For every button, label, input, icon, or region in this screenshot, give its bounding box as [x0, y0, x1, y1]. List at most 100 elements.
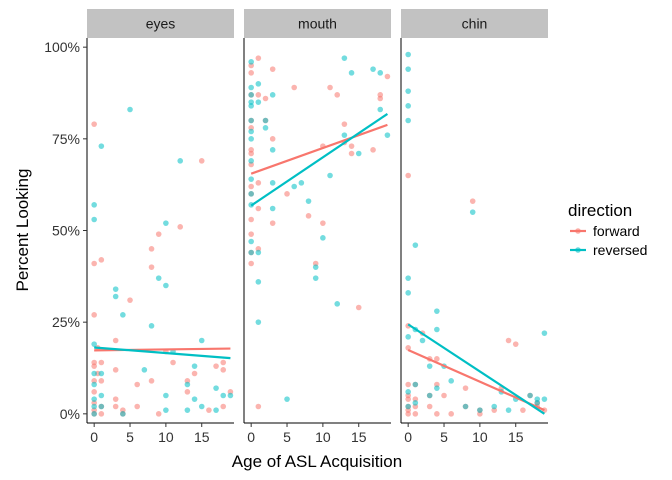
- data-point-reversed: [434, 385, 440, 391]
- data-point-forward: [213, 363, 219, 369]
- data-point-forward: [434, 411, 440, 417]
- data-point-reversed: [163, 392, 169, 399]
- data-point-forward: [177, 224, 184, 230]
- data-point-reversed: [320, 235, 326, 241]
- data-point-reversed: [384, 132, 391, 138]
- data-point-reversed: [177, 158, 184, 164]
- data-point-reversed: [412, 381, 419, 388]
- data-point-forward: [370, 147, 376, 153]
- legend-key-point-forward: [575, 228, 581, 234]
- data-point-reversed: [248, 176, 254, 182]
- data-point-reversed: [405, 103, 411, 109]
- data-point-forward: [134, 381, 140, 388]
- data-point-forward: [248, 183, 254, 190]
- data-point-forward: [269, 220, 276, 226]
- data-point-reversed: [112, 293, 119, 300]
- data-point-reversed: [434, 308, 440, 314]
- data-point-reversed: [91, 216, 97, 223]
- data-point-forward: [255, 55, 262, 61]
- data-point-forward: [327, 84, 333, 91]
- data-point-reversed: [426, 392, 433, 399]
- facet-label-eyes: eyes: [146, 16, 176, 32]
- data-point-forward: [220, 367, 227, 373]
- data-point-reversed: [248, 136, 254, 142]
- data-point-reversed: [405, 66, 411, 72]
- data-point-forward: [334, 92, 341, 98]
- y-axis-title: Percent Looking: [13, 169, 32, 292]
- data-point-forward: [191, 370, 198, 377]
- data-point-forward: [405, 172, 411, 179]
- data-point-forward: [220, 359, 227, 366]
- data-point-reversed: [298, 180, 305, 186]
- data-point-reversed: [127, 106, 133, 113]
- data-point-reversed: [355, 150, 362, 157]
- data-point-reversed: [377, 70, 384, 76]
- data-point-forward: [462, 385, 469, 391]
- facet-strip-chin: [401, 9, 548, 38]
- x-tick-label: 5: [126, 429, 134, 445]
- facet-label-chin: chin: [462, 16, 488, 32]
- data-point-reversed: [341, 55, 348, 61]
- data-point-forward: [291, 84, 297, 91]
- data-point-forward: [112, 403, 119, 410]
- data-point-reversed: [255, 81, 262, 87]
- data-point-forward: [155, 411, 162, 417]
- data-point-forward: [98, 359, 105, 366]
- data-point-forward: [248, 216, 254, 223]
- legend-label-reversed: reversed: [593, 242, 647, 258]
- facet-strip-mouth: [244, 9, 391, 38]
- data-point-reversed: [334, 301, 341, 307]
- data-point-reversed: [155, 275, 162, 281]
- data-point-forward: [405, 381, 411, 388]
- data-point-reversed: [248, 191, 254, 197]
- data-point-forward: [112, 396, 119, 402]
- data-point-reversed: [120, 411, 126, 417]
- x-tick-label: 10: [315, 429, 331, 445]
- data-point-forward: [91, 121, 97, 127]
- facet-chin: chin 0 5 10 15: [400, 9, 548, 445]
- x-tick-label: 15: [351, 429, 367, 445]
- data-point-forward: [206, 407, 212, 413]
- data-point-reversed: [91, 381, 97, 388]
- data-point-forward: [91, 312, 97, 318]
- data-point-forward: [384, 73, 391, 80]
- data-point-reversed: [312, 275, 319, 281]
- data-point-reversed: [141, 367, 148, 373]
- data-point-reversed: [405, 290, 411, 296]
- data-point-forward: [91, 389, 97, 395]
- data-point-forward: [405, 345, 411, 351]
- x-tick-label: 10: [472, 429, 488, 445]
- data-point-reversed: [198, 337, 205, 344]
- data-point-reversed: [191, 363, 198, 369]
- x-axis-title: Age of ASL Acquisition: [232, 452, 402, 471]
- data-point-reversed: [91, 341, 97, 347]
- data-point-forward: [341, 121, 348, 127]
- data-point-forward: [434, 356, 440, 362]
- data-point-reversed: [269, 205, 276, 212]
- data-point-forward: [426, 403, 433, 410]
- data-point-forward: [255, 180, 262, 186]
- data-point-reversed: [163, 282, 169, 289]
- data-point-forward: [412, 411, 419, 417]
- data-point-reversed: [434, 326, 440, 333]
- data-point-reversed: [248, 84, 254, 91]
- x-tick-label: 5: [283, 429, 291, 445]
- data-point-reversed: [405, 403, 411, 410]
- data-point-forward: [377, 95, 384, 102]
- y-tick-label: 100%: [44, 39, 80, 55]
- x-tick-label: 15: [508, 429, 524, 445]
- data-point-reversed: [98, 403, 105, 410]
- data-point-reversed: [98, 143, 105, 149]
- trend-line-reversed: [407, 323, 546, 415]
- data-point-reversed: [248, 59, 254, 65]
- data-point-reversed: [541, 396, 548, 402]
- data-point-reversed: [462, 403, 469, 410]
- data-point-forward: [255, 403, 262, 410]
- data-point-forward: [469, 198, 476, 204]
- data-point-reversed: [327, 172, 333, 179]
- y-tick-label: 75%: [52, 131, 80, 147]
- x-tick-label: 10: [158, 429, 174, 445]
- data-point-reversed: [405, 88, 411, 94]
